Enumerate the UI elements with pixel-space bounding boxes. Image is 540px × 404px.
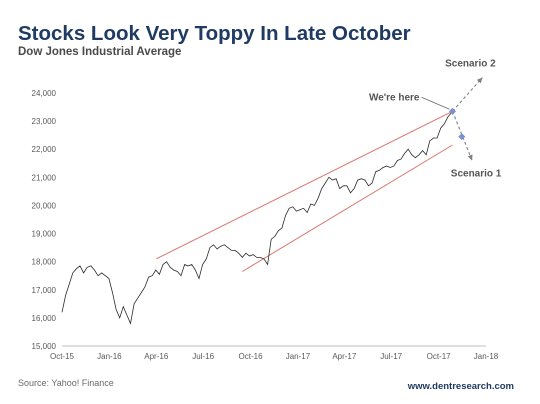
- trend-channel: [156, 110, 453, 272]
- y-tick-label: 17,000: [32, 286, 57, 295]
- annotation-were-here: We're here: [369, 92, 420, 103]
- annotation-scenario-1: Scenario 1: [451, 168, 502, 179]
- y-tick-label: 21,000: [32, 173, 57, 182]
- y-tick-label: 19,000: [32, 230, 57, 239]
- chart-subtitle: Dow Jones Industrial Average: [18, 46, 182, 58]
- y-tick-label: 20,000: [32, 201, 57, 210]
- x-tick-label: Jul-17: [380, 352, 402, 361]
- y-tick-label: 23,000: [32, 117, 57, 126]
- position-marker: [449, 107, 457, 115]
- y-tick-label: 22,000: [32, 145, 57, 154]
- chart-annotations: We're here Scenario 2 Scenario 1: [369, 59, 502, 180]
- annotation-scenario-2: Scenario 2: [445, 59, 496, 70]
- chart-title: Stocks Look Very Toppy In Late October: [18, 22, 411, 45]
- chart-axes: 15,000 16,000 17,000 18,000 19,000 20,000 21,0…: [32, 89, 499, 361]
- y-tick-label: 18,000: [32, 258, 57, 267]
- projection-arrowhead: [476, 77, 483, 84]
- x-tick-label: Jul-16: [192, 352, 214, 361]
- x-tick-label: Jan-16: [97, 352, 122, 361]
- y-tick-label: 16,000: [32, 314, 57, 323]
- website-credit: www.dentresearch.com: [407, 381, 514, 392]
- were-here-pointer: [421, 96, 450, 110]
- position-markers: [449, 107, 466, 141]
- projection-line-scenario-2: [452, 77, 483, 112]
- y-tick-label: 24,000: [32, 89, 57, 98]
- channel-line-lower: [242, 144, 453, 272]
- scenario-projections: [452, 77, 483, 161]
- x-tick-label: Apr-17: [332, 352, 357, 361]
- projection-arrowhead: [467, 154, 473, 161]
- position-marker: [458, 133, 466, 141]
- y-tick-label: 15,000: [32, 342, 57, 351]
- channel-line-upper: [156, 110, 453, 260]
- x-tick-label: Jan-18: [474, 352, 499, 361]
- dow-jones-series-line: [61, 112, 452, 325]
- x-tick-label: Apr-16: [144, 352, 169, 361]
- x-tick-label: Oct-16: [239, 352, 264, 361]
- y-axis-ticks: 15,000 16,000 17,000 18,000 19,000 20,000 21,0…: [32, 89, 57, 351]
- x-axis-ticks: Oct-15 Jan-16 Apr-16 Jul-16 Oct-16 Jan-17 Apr-…: [50, 352, 499, 361]
- x-tick-label: Oct-15: [50, 352, 75, 361]
- projection-line-scenario-1: [452, 111, 473, 161]
- x-tick-label: Jan-17: [286, 352, 311, 361]
- x-tick-label: Oct-17: [427, 352, 452, 361]
- chart-source: Source: Yahoo! Finance: [18, 378, 114, 388]
